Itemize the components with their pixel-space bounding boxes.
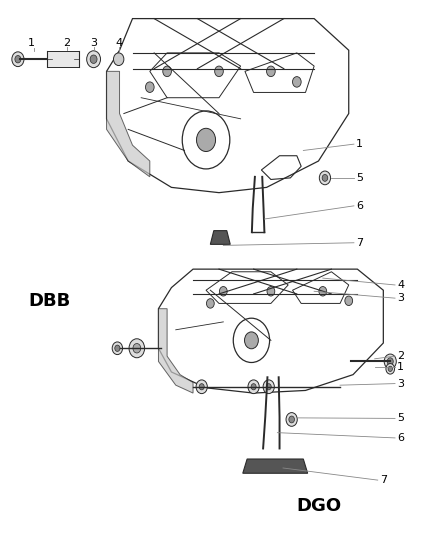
Text: 5: 5 <box>356 173 363 183</box>
Text: 6: 6 <box>356 201 363 211</box>
Text: 6: 6 <box>397 433 404 443</box>
Text: 1: 1 <box>28 38 35 49</box>
Circle shape <box>386 364 395 374</box>
Circle shape <box>387 358 393 365</box>
Text: 3: 3 <box>397 378 404 389</box>
Bar <box>47 51 79 67</box>
Circle shape <box>145 82 154 92</box>
Text: 2: 2 <box>63 38 71 49</box>
Circle shape <box>263 380 274 393</box>
Circle shape <box>199 384 204 390</box>
Text: 2: 2 <box>397 351 404 361</box>
Text: 7: 7 <box>356 238 363 248</box>
Circle shape <box>388 366 392 372</box>
Circle shape <box>251 384 256 390</box>
Text: DGO: DGO <box>297 497 342 515</box>
Circle shape <box>87 51 100 68</box>
Circle shape <box>286 413 297 426</box>
Text: 1: 1 <box>397 362 404 372</box>
Polygon shape <box>106 71 150 177</box>
Circle shape <box>113 53 124 66</box>
Circle shape <box>15 55 21 63</box>
Polygon shape <box>159 309 193 393</box>
Circle shape <box>345 296 353 305</box>
Circle shape <box>248 380 259 393</box>
Circle shape <box>267 66 275 77</box>
Circle shape <box>319 171 331 185</box>
Text: 7: 7 <box>380 475 387 485</box>
Text: 5: 5 <box>397 414 404 423</box>
Polygon shape <box>243 459 307 473</box>
Circle shape <box>197 128 215 151</box>
Circle shape <box>206 298 214 308</box>
Circle shape <box>163 66 171 77</box>
Circle shape <box>112 342 123 354</box>
Circle shape <box>266 384 271 390</box>
Text: 4: 4 <box>397 280 404 290</box>
Circle shape <box>293 77 301 87</box>
Circle shape <box>215 66 223 77</box>
Circle shape <box>289 416 294 423</box>
Circle shape <box>12 52 24 67</box>
Text: DBB: DBB <box>29 292 71 310</box>
Text: 3: 3 <box>397 293 404 303</box>
Text: 1: 1 <box>356 139 363 149</box>
Circle shape <box>196 380 207 393</box>
Circle shape <box>267 287 275 296</box>
Circle shape <box>219 287 227 296</box>
Circle shape <box>244 332 258 349</box>
Polygon shape <box>210 231 230 244</box>
Circle shape <box>129 339 145 358</box>
Circle shape <box>322 174 328 181</box>
Circle shape <box>115 345 120 351</box>
Circle shape <box>384 354 396 369</box>
Text: 4: 4 <box>115 38 122 49</box>
Text: 3: 3 <box>90 38 97 49</box>
Circle shape <box>133 343 141 353</box>
Circle shape <box>90 55 97 63</box>
Circle shape <box>319 287 327 296</box>
